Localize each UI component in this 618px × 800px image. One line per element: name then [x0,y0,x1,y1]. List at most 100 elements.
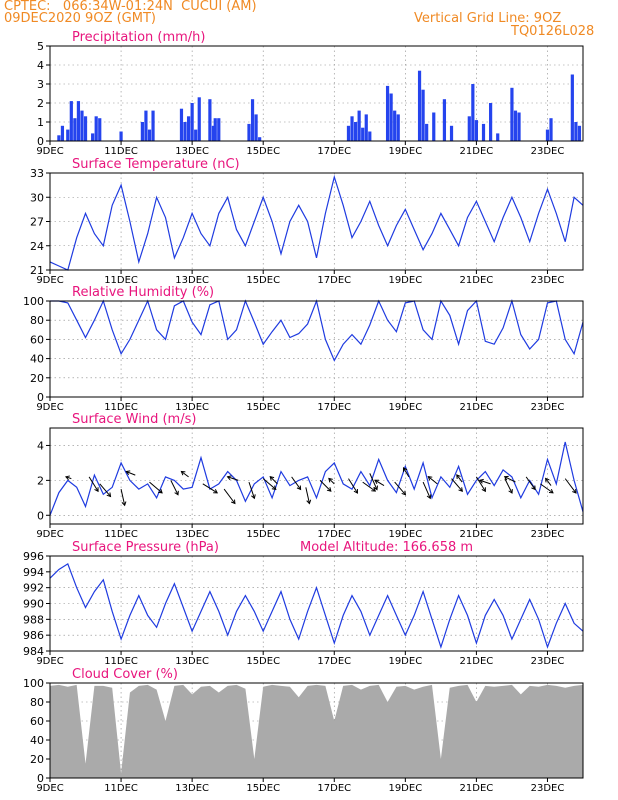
wind-arrow [504,476,516,483]
x-tick-label: 9DEC [36,402,63,413]
precip-bar [57,135,61,141]
wind-arrow [504,478,513,494]
wind-arrow [403,467,410,478]
y-tick-label: 20 [30,372,44,385]
wind-arrow-head [427,476,433,481]
y-tick-label: 2 [37,97,44,110]
wind-arrow-head [271,485,277,491]
precip-bar [393,110,397,141]
y-tick-label: 0 [37,135,44,148]
y-tick-label: 60 [30,715,44,728]
precip-bar [346,125,351,141]
precip-bar [250,99,255,141]
wind-arrow-head [503,475,509,481]
wind-arrow-head [531,485,536,491]
precip-bar [217,118,221,141]
x-tick-label: 17DEC [317,656,351,667]
wind-arrow [181,471,189,478]
wind-arrow-head [94,487,99,493]
wind-arrow [149,481,163,494]
wind-arrow [456,474,463,483]
x-tick-label: 11DEC [104,146,138,157]
x-tick-label: 21DEC [460,275,494,286]
wind-arrow [223,488,236,504]
y-tick-label: 24 [30,240,44,253]
wind-arrow-head [478,478,484,484]
wind-arrow [202,483,218,494]
wind-arrow [369,473,378,490]
precip-bar [66,129,70,141]
precip-bar [119,131,123,141]
wind-arrow-head [269,475,275,481]
x-tick-label: 19DEC [388,275,422,286]
precip-bar [421,89,425,141]
panel-frame [49,300,584,398]
x-tick-label: 23DEC [531,783,565,794]
wind-arrow [348,478,358,494]
model-code: TQ0126L028 [511,24,595,39]
precip-bar [147,129,152,141]
x-tick-label: 15DEC [246,529,280,540]
precip-bar [69,101,73,141]
precip-bar [574,122,578,141]
wind-arrow [525,476,536,490]
x-tick-label: 9DEC [36,529,63,540]
precip-bar [481,123,486,141]
y-tick-label: 20 [30,753,44,766]
precip-bar [76,101,81,141]
x-tick-label: 13DEC [175,275,209,286]
wind-arrow [422,481,431,499]
wind-arrow-head [572,488,577,494]
x-tick-label: 23DEC [531,656,565,667]
wind-arrow-head [296,485,302,491]
precip-bar [208,99,212,141]
header-line2: 09DEC2020 9OZ (GMT) [4,11,156,26]
precip-bar [353,122,358,141]
x-tick-label: 13DEC [175,529,209,540]
y-tick-label: 994 [23,566,44,579]
x-tick-label: 19DEC [388,783,422,794]
y-tick-label: 21 [30,264,44,277]
precip-bar [140,122,144,141]
x-tick-label: 21DEC [460,656,494,667]
precip-bar [213,118,217,141]
wind-arrow-head [545,477,550,483]
wind-arrow-head [121,501,127,507]
wind-arrow-head [64,475,70,481]
precip-bar [258,137,262,141]
precip-bar [467,116,471,141]
panel-title: Surface Pressure (hPa) [72,540,219,555]
wind-arrow-head [371,487,377,492]
x-tick-label: 23DEC [531,275,565,286]
y-tick-label: 0 [37,509,44,522]
precip-bar [389,93,393,141]
precip-bar [432,112,436,141]
wind-arrow-head [306,499,312,505]
precip-bar [94,116,98,141]
wind-arrow-head [125,470,131,476]
y-tick-label: 0 [37,772,44,785]
precip-bar [364,114,368,141]
wind-arrow [451,478,463,492]
x-tick-label: 21DEC [460,529,494,540]
wind-arrow [319,480,332,492]
x-tick-label: 15DEC [246,402,280,413]
wind-arrow [227,476,239,481]
panel-title: Surface Temperature (nC) [72,157,240,172]
precip-bar [98,118,102,141]
wind-arrow [305,487,310,504]
x-tick-label: 17DEC [317,529,351,540]
series-line [49,562,584,649]
wind-arrow [564,478,577,494]
x-tick-label: 9DEC [36,275,63,286]
wind-arrow [362,481,376,492]
y-tick-label: 40 [30,734,44,747]
precip-bar [577,125,582,141]
x-tick-label: 15DEC [246,146,280,157]
precip-bar [91,133,95,141]
x-tick-label: 23DEC [531,529,565,540]
precip-bar [417,70,422,141]
wind-arrow [475,476,486,492]
wind-arrow-head [548,488,554,494]
series-line [49,441,584,516]
